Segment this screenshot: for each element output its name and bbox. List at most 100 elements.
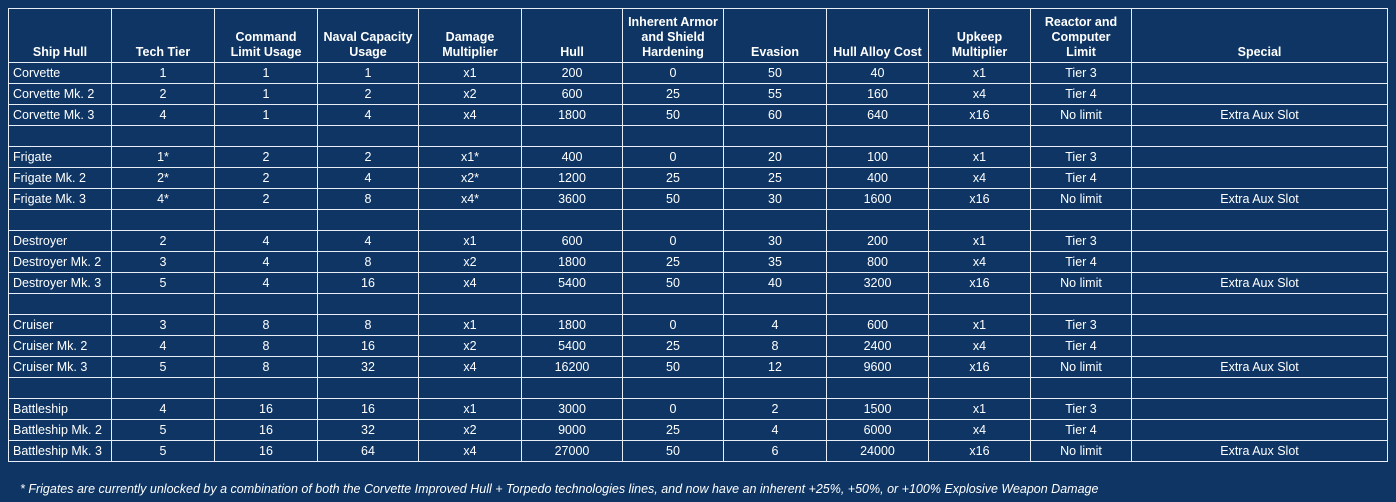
table-cell: 55 xyxy=(723,83,827,105)
empty-cell xyxy=(317,377,419,399)
table-cell: 16 xyxy=(214,419,318,441)
empty-cell xyxy=(8,377,112,399)
table-cell: 4 xyxy=(723,314,827,336)
table-cell: 8 xyxy=(214,356,318,378)
table-cell xyxy=(1131,230,1388,252)
table-cell: x4 xyxy=(418,440,522,462)
table-cell: x4 xyxy=(928,83,1031,105)
table-row: Battleship 4 16 16 x1 3000 0 2 1500 x1 Tier 3 xyxy=(8,398,1388,420)
table-cell: 160 xyxy=(826,83,929,105)
table-cell: Cruiser xyxy=(8,314,112,336)
table-cell: 24000 xyxy=(826,440,929,462)
table-cell: x2 xyxy=(418,419,522,441)
table-cell: 20 xyxy=(723,146,827,168)
table-cell: 1600 xyxy=(826,188,929,210)
table-cell: 800 xyxy=(826,251,929,273)
table-cell: 5400 xyxy=(521,335,623,357)
table-cell: 4 xyxy=(111,104,215,126)
empty-cell xyxy=(214,377,318,399)
column-header: Hull Alloy Cost xyxy=(826,8,929,63)
table-cell: x1 xyxy=(928,146,1031,168)
footnote: * Frigates are currently unlocked by a c… xyxy=(20,482,1099,496)
empty-cell xyxy=(111,209,215,231)
table-cell: Tier 4 xyxy=(1030,419,1132,441)
table-cell: 8 xyxy=(214,335,318,357)
spacer-row xyxy=(8,293,1388,315)
empty-cell xyxy=(928,209,1031,231)
table-cell: Battleship xyxy=(8,398,112,420)
empty-cell xyxy=(826,209,929,231)
table-cell: 4 xyxy=(111,335,215,357)
empty-cell xyxy=(317,293,419,315)
table-row: Cruiser 3 8 8 x1 1800 0 4 600 x1 Tier 3 xyxy=(8,314,1388,336)
empty-cell xyxy=(214,293,318,315)
table-cell: 25 xyxy=(622,335,724,357)
table-cell: 4 xyxy=(317,104,419,126)
table-cell: Extra Aux Slot xyxy=(1131,188,1388,210)
column-header: Tech Tier xyxy=(111,8,215,63)
table-cell: 2 xyxy=(111,83,215,105)
ship-hull-table: Ship Hull Tech Tier Command Limit Usage Nav… xyxy=(8,8,1388,462)
table-cell: No limit xyxy=(1030,272,1132,294)
table-cell xyxy=(1131,62,1388,84)
table-cell: x16 xyxy=(928,440,1031,462)
table-cell: 3200 xyxy=(826,272,929,294)
table-cell: x16 xyxy=(928,272,1031,294)
table-cell: 12 xyxy=(723,356,827,378)
table-cell: Extra Aux Slot xyxy=(1131,272,1388,294)
table-cell: 5 xyxy=(111,440,215,462)
table-cell: x4 xyxy=(418,356,522,378)
table-cell: 600 xyxy=(521,83,623,105)
table-cell: 9600 xyxy=(826,356,929,378)
table-cell: 50 xyxy=(622,272,724,294)
empty-cell xyxy=(317,209,419,231)
table-cell: Extra Aux Slot xyxy=(1131,356,1388,378)
table-cell xyxy=(1131,167,1388,189)
table-cell: 9000 xyxy=(521,419,623,441)
table-cell: 64 xyxy=(317,440,419,462)
table-cell xyxy=(1131,146,1388,168)
table-cell: x2 xyxy=(418,251,522,273)
empty-cell xyxy=(521,293,623,315)
empty-cell xyxy=(418,293,522,315)
table-row: Destroyer 2 4 4 x1 600 0 30 200 x1 Tier 3 xyxy=(8,230,1388,252)
table-cell: 50 xyxy=(622,104,724,126)
table-cell: 4 xyxy=(214,230,318,252)
table-cell: x1 xyxy=(928,398,1031,420)
column-header: Naval Capacity Usage xyxy=(317,8,419,63)
table-cell: 400 xyxy=(521,146,623,168)
table-cell: x2 xyxy=(418,83,522,105)
table-cell: 8 xyxy=(317,314,419,336)
spacer-row xyxy=(8,377,1388,399)
column-header: Damage Multiplier xyxy=(418,8,522,63)
table-cell: 4 xyxy=(723,419,827,441)
empty-cell xyxy=(928,377,1031,399)
table-cell: 1800 xyxy=(521,314,623,336)
table-cell: 1 xyxy=(111,62,215,84)
table-cell: 100 xyxy=(826,146,929,168)
table-row: Destroyer Mk. 2 3 4 8 x2 1800 25 35 800 x4 Tier 4 xyxy=(8,251,1388,273)
table-cell: 25 xyxy=(622,167,724,189)
table-cell: x4 xyxy=(928,335,1031,357)
table-cell: 2* xyxy=(111,167,215,189)
table-cell: 1 xyxy=(214,104,318,126)
empty-cell xyxy=(418,125,522,147)
column-header: Inherent Armor and Shield Hardening xyxy=(622,8,724,63)
table-cell: 1 xyxy=(317,62,419,84)
empty-cell xyxy=(622,125,724,147)
table-cell: 16 xyxy=(214,440,318,462)
empty-cell xyxy=(723,377,827,399)
empty-cell xyxy=(1131,377,1388,399)
table-cell: 40 xyxy=(826,62,929,84)
table-cell: Tier 4 xyxy=(1030,335,1132,357)
empty-cell xyxy=(1131,293,1388,315)
table-cell: No limit xyxy=(1030,104,1132,126)
empty-cell xyxy=(723,125,827,147)
table-cell: Extra Aux Slot xyxy=(1131,440,1388,462)
table-cell: 1800 xyxy=(521,251,623,273)
table-cell xyxy=(1131,83,1388,105)
table-cell: 25 xyxy=(622,83,724,105)
table-cell: 0 xyxy=(622,398,724,420)
table-cell: 1800 xyxy=(521,104,623,126)
